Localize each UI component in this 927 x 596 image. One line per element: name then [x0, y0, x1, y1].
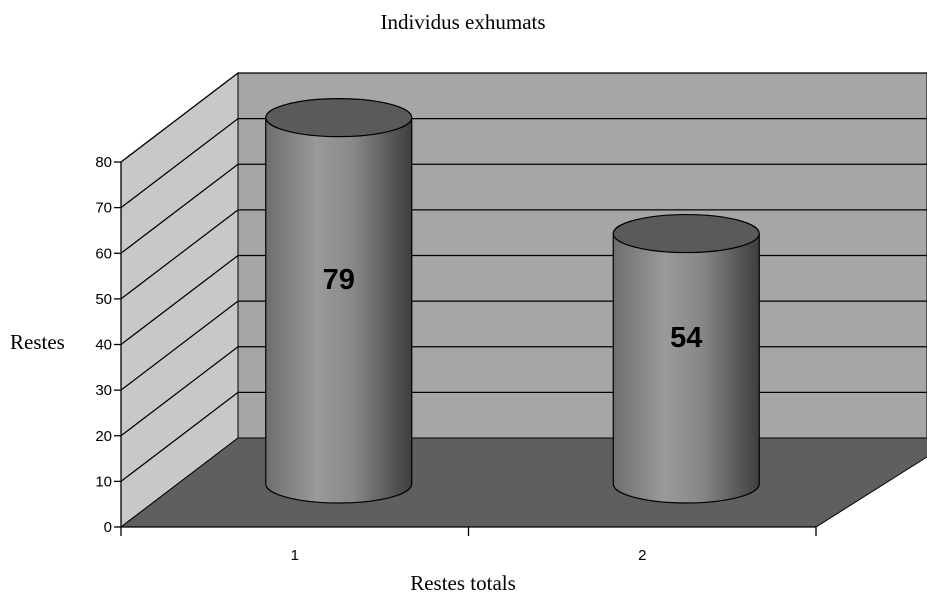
- bar-top: [265, 98, 413, 138]
- bar: [612, 213, 760, 504]
- bar-body: [265, 117, 413, 504]
- data-label: 79: [323, 264, 355, 296]
- y-tick-labels: 0 10 20 30 40 50 60 70 80: [95, 154, 112, 536]
- gridline-side: [120, 391, 239, 482]
- gridline-side: [120, 346, 239, 437]
- y-tick-label: 0: [104, 519, 112, 536]
- bar-body: [612, 232, 760, 504]
- data-label: 54: [670, 322, 702, 354]
- x-tick-label: 1: [291, 547, 299, 564]
- gridline-side: [120, 300, 239, 391]
- y-tick-label: 30: [95, 382, 112, 399]
- gridline-side: [120, 209, 239, 300]
- gridline-side: [120, 255, 239, 345]
- bar-top: [612, 213, 760, 254]
- y-tick-label: 20: [95, 428, 112, 445]
- floor: [119, 437, 927, 528]
- gridline-side: [120, 118, 239, 209]
- chart-title: Individus exhumats: [380, 10, 545, 34]
- gridline-side: [120, 163, 239, 254]
- y-tick-label: 40: [95, 337, 112, 354]
- y-tick-label: 10: [95, 473, 112, 490]
- axes: [114, 161, 817, 536]
- y-tick-label: 60: [95, 245, 112, 262]
- y-axis-title: Restes: [10, 330, 65, 354]
- bars: [265, 98, 760, 504]
- y-tick-label: 80: [95, 154, 112, 171]
- x-tick-label: 2: [638, 547, 646, 564]
- gridline-side: [120, 72, 239, 163]
- bar: [265, 98, 413, 504]
- data-labels: 79 54: [323, 264, 703, 354]
- y-tick-label: 50: [95, 291, 112, 308]
- x-axis-title: Restes totals: [410, 571, 516, 595]
- y-tick-label: 70: [95, 200, 112, 217]
